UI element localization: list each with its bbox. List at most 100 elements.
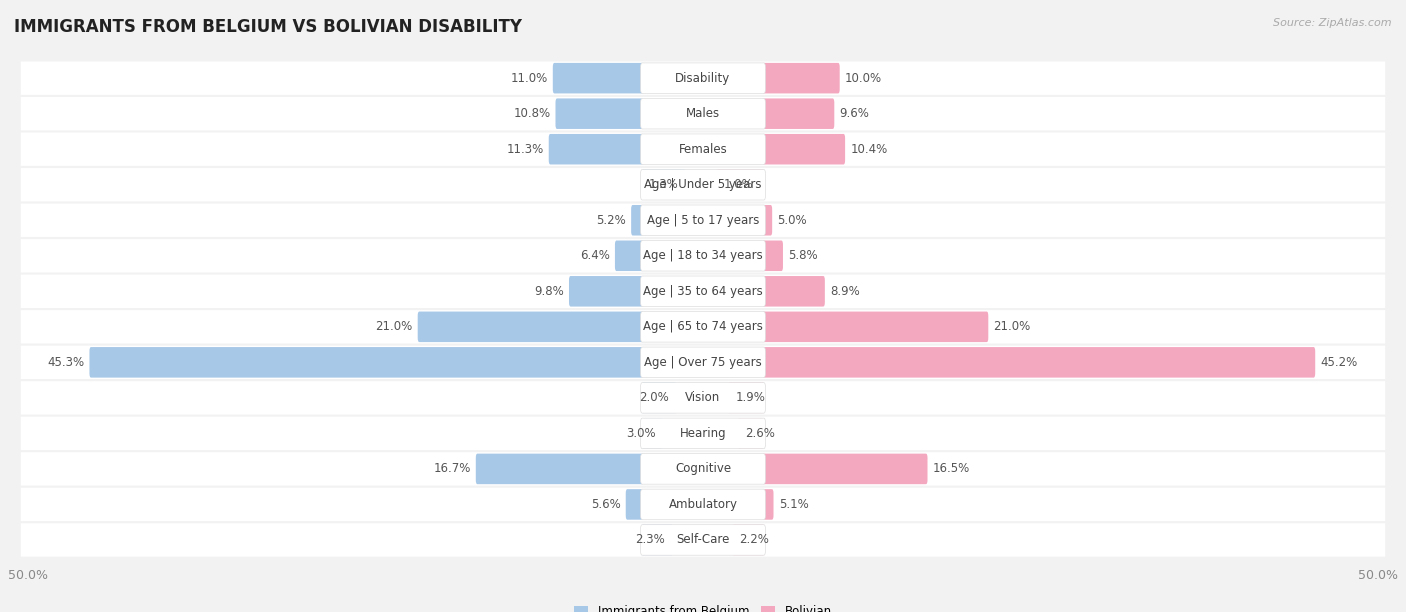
Text: 16.7%: 16.7% <box>433 463 471 476</box>
Text: 21.0%: 21.0% <box>375 320 412 334</box>
Text: Age | 35 to 64 years: Age | 35 to 64 years <box>643 285 763 298</box>
FancyBboxPatch shape <box>762 347 1315 378</box>
Text: 10.8%: 10.8% <box>513 107 550 120</box>
FancyBboxPatch shape <box>641 418 765 449</box>
Text: 45.2%: 45.2% <box>1320 356 1358 369</box>
FancyBboxPatch shape <box>21 239 1385 272</box>
Text: Age | 65 to 74 years: Age | 65 to 74 years <box>643 320 763 334</box>
Text: 1.3%: 1.3% <box>650 178 679 191</box>
Text: 16.5%: 16.5% <box>932 463 970 476</box>
Text: 10.4%: 10.4% <box>851 143 887 155</box>
FancyBboxPatch shape <box>641 241 765 271</box>
FancyBboxPatch shape <box>762 276 825 307</box>
Text: 2.2%: 2.2% <box>740 534 769 547</box>
FancyBboxPatch shape <box>21 61 1385 95</box>
Text: 5.2%: 5.2% <box>596 214 626 227</box>
Text: 9.6%: 9.6% <box>839 107 869 120</box>
FancyBboxPatch shape <box>641 134 765 165</box>
Text: 3.0%: 3.0% <box>626 427 655 440</box>
FancyBboxPatch shape <box>728 382 763 413</box>
FancyBboxPatch shape <box>641 382 765 413</box>
FancyBboxPatch shape <box>21 346 1385 379</box>
Text: Vision: Vision <box>685 391 721 405</box>
FancyBboxPatch shape <box>555 99 644 129</box>
FancyBboxPatch shape <box>21 381 1385 414</box>
FancyBboxPatch shape <box>641 489 765 520</box>
FancyBboxPatch shape <box>641 276 765 307</box>
FancyBboxPatch shape <box>641 63 765 94</box>
Text: 5.8%: 5.8% <box>789 249 818 263</box>
Text: 5.1%: 5.1% <box>779 498 808 511</box>
Text: 2.6%: 2.6% <box>745 427 775 440</box>
FancyBboxPatch shape <box>21 275 1385 308</box>
Text: Hearing: Hearing <box>679 427 727 440</box>
FancyBboxPatch shape <box>717 170 763 200</box>
Text: Source: ZipAtlas.com: Source: ZipAtlas.com <box>1274 18 1392 28</box>
Text: Cognitive: Cognitive <box>675 463 731 476</box>
FancyBboxPatch shape <box>762 453 928 484</box>
Text: 45.3%: 45.3% <box>48 356 84 369</box>
Text: 9.8%: 9.8% <box>534 285 564 298</box>
FancyBboxPatch shape <box>21 97 1385 130</box>
Text: 8.9%: 8.9% <box>830 285 859 298</box>
Text: 1.0%: 1.0% <box>723 178 754 191</box>
FancyBboxPatch shape <box>548 134 644 165</box>
FancyBboxPatch shape <box>641 347 765 378</box>
FancyBboxPatch shape <box>21 204 1385 237</box>
Text: Males: Males <box>686 107 720 120</box>
FancyBboxPatch shape <box>475 453 644 484</box>
FancyBboxPatch shape <box>21 133 1385 166</box>
FancyBboxPatch shape <box>21 168 1385 201</box>
FancyBboxPatch shape <box>21 488 1385 521</box>
FancyBboxPatch shape <box>643 170 686 200</box>
FancyBboxPatch shape <box>643 524 672 555</box>
FancyBboxPatch shape <box>643 382 676 413</box>
FancyBboxPatch shape <box>641 453 765 484</box>
FancyBboxPatch shape <box>418 312 644 342</box>
FancyBboxPatch shape <box>641 524 765 555</box>
Text: 10.0%: 10.0% <box>845 72 882 84</box>
FancyBboxPatch shape <box>762 312 988 342</box>
Text: Age | Under 5 years: Age | Under 5 years <box>644 178 762 191</box>
FancyBboxPatch shape <box>733 524 763 555</box>
FancyBboxPatch shape <box>641 170 765 200</box>
Text: 11.3%: 11.3% <box>506 143 544 155</box>
FancyBboxPatch shape <box>569 276 644 307</box>
FancyBboxPatch shape <box>762 63 839 94</box>
FancyBboxPatch shape <box>762 241 783 271</box>
FancyBboxPatch shape <box>614 241 644 271</box>
Text: 11.0%: 11.0% <box>510 72 548 84</box>
FancyBboxPatch shape <box>762 205 772 236</box>
Text: 21.0%: 21.0% <box>994 320 1031 334</box>
FancyBboxPatch shape <box>641 312 765 342</box>
Text: Age | 5 to 17 years: Age | 5 to 17 years <box>647 214 759 227</box>
FancyBboxPatch shape <box>641 99 765 129</box>
FancyBboxPatch shape <box>643 418 662 449</box>
FancyBboxPatch shape <box>631 205 644 236</box>
FancyBboxPatch shape <box>762 134 845 165</box>
FancyBboxPatch shape <box>21 417 1385 450</box>
Text: IMMIGRANTS FROM BELGIUM VS BOLIVIAN DISABILITY: IMMIGRANTS FROM BELGIUM VS BOLIVIAN DISA… <box>14 18 522 36</box>
Text: Disability: Disability <box>675 72 731 84</box>
FancyBboxPatch shape <box>90 347 644 378</box>
Legend: Immigrants from Belgium, Bolivian: Immigrants from Belgium, Bolivian <box>569 601 837 612</box>
FancyBboxPatch shape <box>738 418 763 449</box>
FancyBboxPatch shape <box>762 489 773 520</box>
Text: 6.4%: 6.4% <box>579 249 610 263</box>
FancyBboxPatch shape <box>21 452 1385 485</box>
FancyBboxPatch shape <box>641 205 765 236</box>
Text: Age | 18 to 34 years: Age | 18 to 34 years <box>643 249 763 263</box>
Text: Self-Care: Self-Care <box>676 534 730 547</box>
Text: 5.6%: 5.6% <box>591 498 620 511</box>
Text: 2.0%: 2.0% <box>640 391 669 405</box>
FancyBboxPatch shape <box>21 310 1385 343</box>
Text: 1.9%: 1.9% <box>735 391 765 405</box>
FancyBboxPatch shape <box>626 489 644 520</box>
FancyBboxPatch shape <box>762 99 834 129</box>
Text: Ambulatory: Ambulatory <box>668 498 738 511</box>
Text: Age | Over 75 years: Age | Over 75 years <box>644 356 762 369</box>
Text: 2.3%: 2.3% <box>636 534 665 547</box>
Text: 5.0%: 5.0% <box>778 214 807 227</box>
FancyBboxPatch shape <box>553 63 644 94</box>
FancyBboxPatch shape <box>21 523 1385 557</box>
